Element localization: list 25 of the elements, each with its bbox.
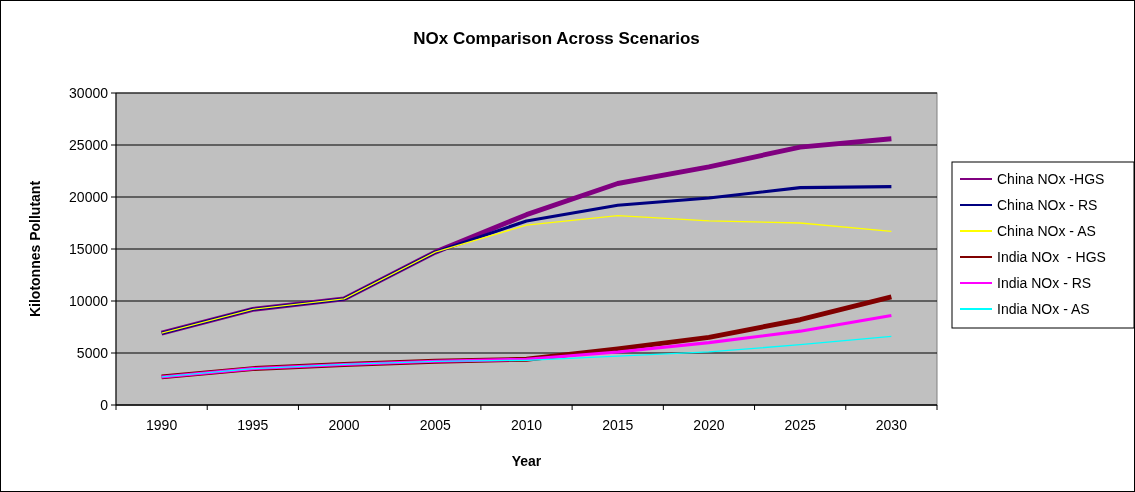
legend-label: India NOx - AS [997,300,1090,317]
legend-label: India NOx - RS [997,274,1092,291]
y-tick-label: 5000 [76,344,109,361]
x-tick-label: 2005 [419,417,452,433]
y-tick-label: 30000 [69,84,109,101]
y-axis-title: Kilotonnes Pollutant [27,180,43,318]
chart-title: NOx Comparison Across Scenarios [413,29,700,48]
legend-label: China NOx - RS [997,196,1098,213]
legend-label: China NOx - AS [997,222,1096,239]
x-tick-label: 1990 [146,417,178,433]
y-tick-label: 20000 [69,188,109,205]
x-tick-label: 2000 [328,417,360,433]
y-tick-label: 25000 [69,136,109,153]
y-tick-label: 0 [100,396,109,413]
x-tick-label: 2025 [784,417,816,433]
y-tick-label: 10000 [69,292,109,309]
x-tick-label: 2010 [510,417,543,433]
x-axis-title: Year [511,453,542,469]
x-tick-label: 2020 [693,417,725,433]
y-tick-label: 15000 [69,240,109,257]
x-tick-label: 2015 [602,417,634,433]
legend-label: China NOx -HGS [997,170,1105,187]
x-tick-label: 2030 [875,417,908,433]
x-tick-label: 1995 [237,417,269,433]
legend-label: India NOx - HGS [997,248,1106,265]
